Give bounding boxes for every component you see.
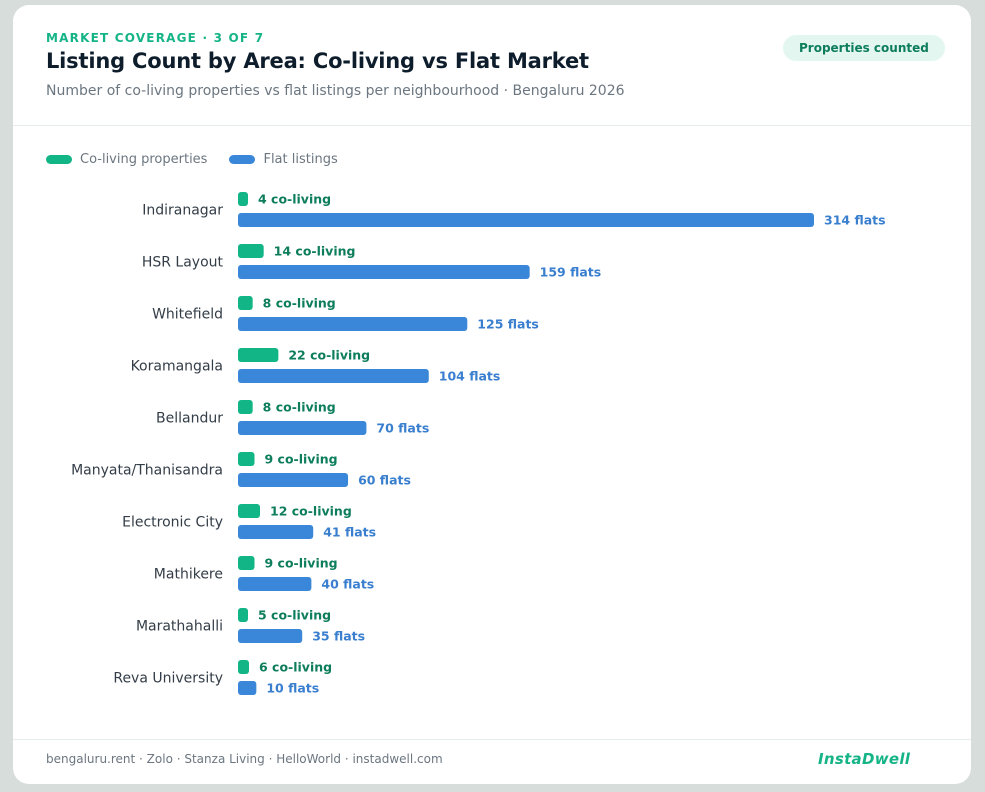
- bar-coliving: [238, 244, 264, 258]
- category-label: Reva University: [113, 671, 223, 687]
- data-label-coliving: 4 co-living: [258, 192, 331, 207]
- category-label: Manyata/Thanisandra: [71, 463, 223, 479]
- data-label-coliving: 14 co-living: [274, 244, 356, 259]
- data-label-flats: 104 flats: [439, 369, 501, 384]
- bar-flats: [238, 265, 530, 279]
- bar-coliving: [238, 504, 261, 518]
- bar-coliving: [238, 348, 279, 362]
- data-label-coliving: 12 co-living: [270, 504, 352, 519]
- chart-legend: Co-living properties Flat listings: [46, 152, 360, 167]
- category-label: Indiranagar: [142, 203, 223, 219]
- data-label-flats: 10 flats: [266, 681, 319, 696]
- data-label-coliving: 6 co-living: [259, 660, 332, 675]
- legend-swatch-coliving: [46, 155, 72, 164]
- bar-coliving: [238, 400, 253, 414]
- footer-sources: bengaluru.rent · Zolo · Stanza Living · …: [46, 752, 443, 766]
- data-label-coliving: 5 co-living: [258, 608, 331, 623]
- bar-flats: [238, 629, 303, 643]
- legend-item-coliving: Co-living properties: [46, 152, 207, 167]
- bar-coliving: [238, 660, 250, 674]
- footer-divider: [13, 739, 971, 740]
- data-label-flats: 41 flats: [323, 525, 376, 540]
- bar-flats: [238, 213, 814, 227]
- chart-subtitle: Number of co-living properties vs flat l…: [46, 83, 625, 99]
- category-label: Whitefield: [152, 307, 223, 323]
- properties-counted-badge: Properties counted: [783, 35, 945, 61]
- bar-coliving: [238, 296, 253, 310]
- bar-flats: [238, 369, 429, 383]
- bar-coliving: [238, 452, 255, 466]
- bar-chart: Indiranagar 4 co-living 314 flats HSR Layou…: [71, 192, 886, 696]
- legend-label-coliving: Co-living properties: [80, 152, 208, 167]
- data-label-flats: 159 flats: [540, 265, 602, 280]
- bar-coliving: [238, 556, 255, 570]
- data-label-flats: 35 flats: [312, 629, 365, 644]
- data-label-flats: 314 flats: [824, 213, 886, 228]
- bar-flats: [238, 317, 468, 331]
- data-label-flats: 40 flats: [321, 577, 374, 592]
- bar-flats: [238, 421, 367, 435]
- data-label-flats: 60 flats: [358, 473, 411, 488]
- bar-flats: [238, 473, 349, 487]
- category-label: Mathikere: [154, 567, 223, 583]
- category-label: HSR Layout: [142, 255, 224, 271]
- legend-swatch-flats: [229, 155, 256, 164]
- data-label-coliving: 22 co-living: [288, 348, 370, 363]
- data-label-flats: 125 flats: [477, 317, 539, 332]
- data-label-coliving: 8 co-living: [263, 296, 336, 311]
- bar-flats: [238, 577, 312, 591]
- bar-flats: [238, 681, 257, 695]
- chart-card: MARKET COVERAGE · 3 OF 7 Listing Count b…: [13, 5, 971, 784]
- category-label: Bellandur: [156, 411, 223, 427]
- bar-coliving: [238, 608, 248, 622]
- category-label: Koramangala: [131, 359, 223, 375]
- bar-flats: [238, 525, 314, 539]
- header-divider: [13, 125, 971, 126]
- chart-title: Listing Count by Area: Co-living vs Flat…: [46, 49, 589, 73]
- brand-logo: InstaDwell: [818, 750, 911, 768]
- data-label-flats: 70 flats: [376, 421, 429, 436]
- data-label-coliving: 8 co-living: [263, 400, 336, 415]
- category-label: Marathahalli: [136, 619, 223, 635]
- legend-item-flats: Flat listings: [229, 152, 338, 167]
- data-label-coliving: 9 co-living: [265, 452, 338, 467]
- bar-coliving: [238, 192, 248, 206]
- data-label-coliving: 9 co-living: [265, 556, 338, 571]
- category-label: Electronic City: [122, 515, 223, 531]
- legend-label-flats: Flat listings: [263, 152, 338, 167]
- eyebrow-label: MARKET COVERAGE · 3 OF 7: [46, 31, 265, 45]
